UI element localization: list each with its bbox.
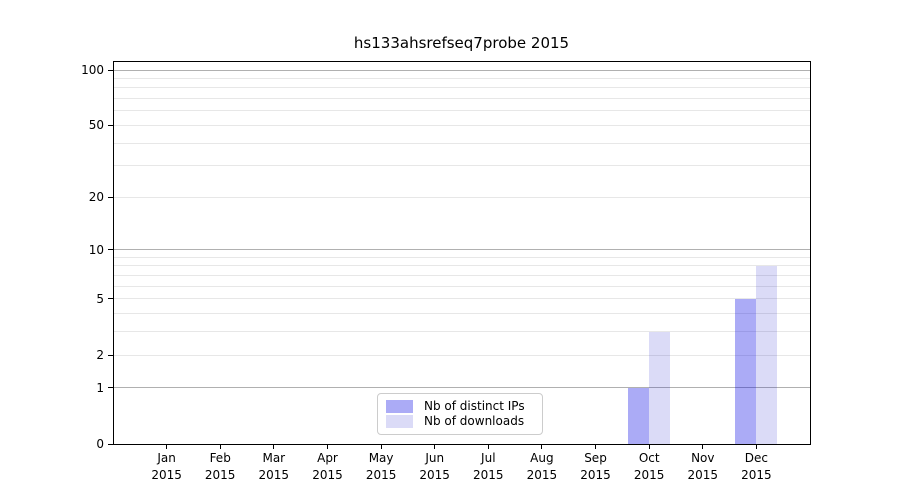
x-tick-month: Apr	[317, 451, 338, 465]
minor-gridline	[114, 331, 810, 333]
bar-downloads-oct	[649, 331, 671, 444]
x-tick-label: Jun 2015	[407, 450, 463, 484]
y-tick-label: 1	[96, 380, 104, 395]
x-axis-tick	[702, 444, 704, 449]
major-gridline	[114, 387, 810, 389]
x-tick-label: Oct 2015	[621, 450, 677, 484]
x-tick-year: 2015	[151, 468, 182, 482]
x-tick-month: Mar	[262, 451, 286, 465]
x-axis-tick	[219, 444, 221, 449]
minor-gridline	[114, 110, 810, 112]
x-tick-year: 2015	[687, 468, 719, 482]
y-axis-tick	[108, 298, 113, 300]
y-axis-tick	[108, 249, 113, 251]
x-tick-month: Jul	[481, 451, 496, 465]
legend-entry: Nb of downloads	[386, 414, 534, 429]
y-axis-tick	[108, 124, 113, 126]
x-tick-label: Nov 2015	[675, 450, 731, 484]
x-tick-label: May 2015	[353, 450, 409, 484]
x-tick-label: Feb 2015	[192, 450, 248, 484]
x-axis-tick	[273, 444, 275, 449]
x-tick-label: Mar 2015	[246, 450, 302, 484]
x-tick-year: 2015	[473, 468, 504, 482]
minor-gridline	[114, 298, 810, 300]
y-axis-tick	[108, 69, 113, 71]
major-gridline	[114, 249, 810, 251]
x-tick-label: Jan 2015	[139, 450, 195, 484]
y-tick-label: 5	[96, 291, 104, 306]
bar-distinct-ips-oct	[628, 387, 650, 444]
x-tick-month: Feb	[209, 451, 231, 465]
y-tick-label: 100	[81, 63, 104, 77]
minor-gridline	[114, 165, 810, 167]
x-tick-label: Apr 2015	[300, 450, 356, 484]
y-axis-tick	[108, 354, 113, 356]
x-tick-label: Dec 2015	[728, 450, 784, 484]
y-tick-label: 20	[88, 190, 104, 205]
x-tick-month: Jun	[425, 451, 445, 465]
legend: Nb of distinct IPs Nb of downloads	[377, 393, 543, 435]
minor-gridline	[114, 256, 810, 258]
minor-gridline	[114, 142, 810, 144]
x-tick-year: 2015	[741, 468, 772, 482]
x-axis-tick	[327, 444, 328, 449]
minor-gridline	[114, 313, 810, 315]
y-axis-tick	[108, 387, 113, 389]
x-axis-tick	[595, 444, 596, 449]
y-tick-label: 2	[96, 348, 104, 362]
x-axis-tick	[380, 444, 382, 449]
minor-gridline	[114, 285, 810, 287]
legend-label: Nb of distinct IPs	[424, 399, 525, 413]
x-tick-year: 2015	[419, 468, 450, 482]
x-tick-label: Sep 2015	[568, 450, 624, 484]
y-axis-tick	[108, 443, 113, 445]
x-tick-month: May	[368, 451, 394, 465]
minor-gridline	[114, 354, 810, 356]
major-gridline	[114, 69, 810, 71]
x-axis-tick	[166, 444, 168, 449]
x-tick-year: 2015	[580, 468, 611, 482]
minor-gridline	[114, 87, 810, 89]
x-axis-tick	[648, 444, 650, 449]
minor-gridline	[114, 275, 810, 276]
legend-swatch-downloads	[386, 415, 413, 428]
x-axis-tick	[487, 444, 489, 449]
legend-entry: Nb of distinct IPs	[386, 399, 534, 414]
x-tick-year: 2015	[365, 468, 397, 482]
x-tick-month: Aug	[530, 451, 554, 465]
x-axis-tick	[541, 444, 543, 449]
y-tick-label: 50	[88, 118, 104, 133]
x-tick-label: Jul 2015	[460, 450, 516, 484]
x-axis-tick	[434, 444, 436, 449]
y-tick-label: 0	[96, 437, 104, 451]
minor-gridline	[114, 196, 810, 198]
minor-gridline	[114, 265, 810, 267]
x-tick-year: 2015	[633, 468, 665, 482]
x-tick-month: Jan	[157, 451, 176, 465]
x-tick-label: Aug 2015	[514, 450, 570, 484]
x-tick-year: 2015	[526, 468, 558, 482]
plot-area-frame	[113, 61, 811, 445]
x-tick-year: 2015	[258, 468, 290, 482]
x-tick-month: Dec	[744, 451, 768, 465]
x-tick-month: Sep	[584, 451, 607, 465]
y-tick-label: 10	[88, 242, 104, 257]
bar-downloads-dec	[756, 265, 778, 444]
legend-label: Nb of downloads	[424, 414, 525, 428]
x-tick-month: Oct	[638, 451, 660, 465]
bar-distinct-ips-dec	[735, 298, 757, 444]
minor-gridline	[114, 124, 810, 126]
x-tick-year: 2015	[312, 468, 343, 482]
minor-gridline	[114, 77, 810, 79]
x-axis-tick	[755, 444, 757, 449]
y-axis-tick	[108, 196, 113, 198]
x-tick-month: Nov	[691, 451, 715, 465]
minor-gridline	[114, 98, 810, 100]
legend-swatch-distinct-ips	[386, 400, 413, 413]
x-tick-year: 2015	[204, 468, 236, 482]
chart-title: hs133ahsrefseq7probe 2015	[353, 34, 570, 52]
